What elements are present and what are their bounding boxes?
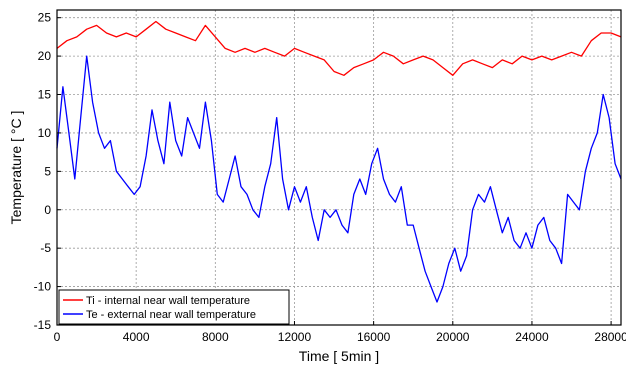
legend-label-ti: Ti - internal near wall temperature — [86, 295, 250, 307]
x-tick-label: 0 — [54, 330, 61, 344]
x-tick-label: 24000 — [515, 330, 549, 344]
x-tick-label: 20000 — [436, 330, 470, 344]
legend: Ti - internal near wall temperature Te -… — [58, 289, 290, 325]
y-tick-label: -15 — [34, 318, 52, 332]
y-tick-label: -10 — [34, 280, 52, 294]
ticks: 0 4000 8000 12000 16000 20000 24000 28000 -15 -10… — [34, 11, 626, 344]
x-axis-label: Time [ 5min ] — [299, 348, 379, 364]
series-line-ti-internal — [56, 20, 622, 76]
series-layer — [56, 20, 622, 303]
y-tick-label: 0 — [44, 203, 51, 217]
grid — [57, 10, 621, 325]
y-tick-label: -5 — [40, 241, 51, 255]
legend-box — [58, 289, 290, 325]
y-tick-label: 20 — [38, 49, 52, 63]
y-tick-label: 25 — [38, 11, 52, 25]
legend-label-te: Te - external near wall temperature — [86, 309, 256, 321]
x-tick-label: 8000 — [202, 330, 229, 344]
y-tick-label: 10 — [38, 126, 52, 140]
y-tick-label: 15 — [38, 88, 52, 102]
x-tick-label: 16000 — [357, 330, 391, 344]
x-tick-label: 12000 — [278, 330, 312, 344]
plot-frame — [56, 9, 622, 326]
y-axis-label: Temperature [ °C ] — [8, 111, 24, 225]
x-tick-label: 28000 — [594, 330, 626, 344]
x-tick-label: 4000 — [123, 330, 150, 344]
series-line-te-external — [56, 55, 622, 303]
y-tick-label: 5 — [44, 164, 51, 178]
